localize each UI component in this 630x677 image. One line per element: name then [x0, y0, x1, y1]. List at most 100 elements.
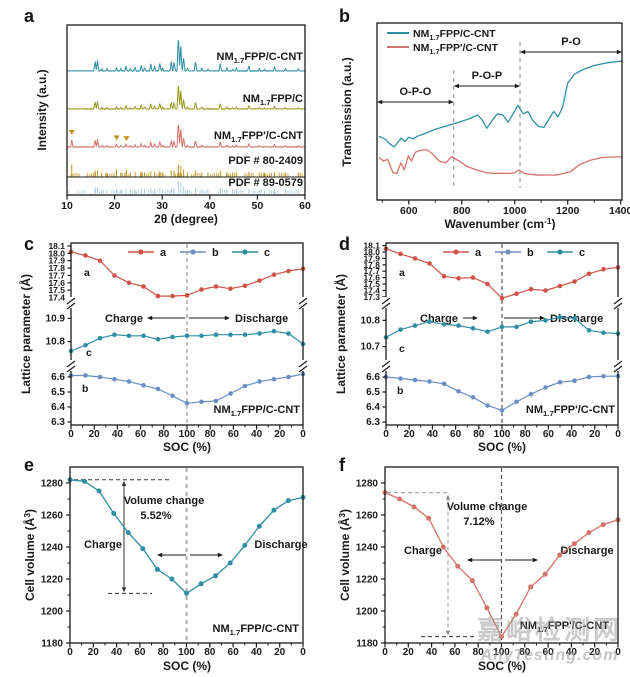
svg-text:1180: 1180 — [41, 639, 63, 650]
series-letter-c: c — [399, 343, 405, 355]
y-axis-label: Transmission (a.u.) — [340, 57, 354, 166]
svg-text:1220: 1220 — [356, 575, 379, 586]
svg-text:40: 40 — [566, 647, 578, 658]
svg-text:0: 0 — [383, 429, 389, 440]
svg-text:a: a — [160, 247, 167, 259]
volume-chart-cnt: Volume change 5.52% Charge Discharge 1180 120… — [22, 466, 308, 673]
svg-text:80: 80 — [158, 647, 170, 658]
region-P-O: P-O — [520, 36, 622, 55]
svg-text:60: 60 — [135, 429, 147, 440]
panel-letter-c: c — [24, 234, 35, 254]
x-axis-label: 2θ (degree) — [154, 212, 218, 226]
svg-text:40: 40 — [251, 647, 263, 658]
svg-text:40: 40 — [426, 647, 438, 658]
svg-text:17.8: 17.8 — [48, 263, 65, 273]
panel-c: c a b c Charge Discharge a 17.4 17.5 17.6 17.7 17.… — [0, 230, 315, 455]
panel-letter-a: a — [24, 6, 35, 26]
panel-a: a NM1.7FPP/C-CNT NM1.7FPP/C NM1.7FPP'/C-CN… — [0, 0, 315, 230]
x-axis-label: Wavenumber (cm-1) — [444, 216, 555, 230]
svg-text:60: 60 — [543, 429, 555, 440]
y-axis-label: Lattice parameter (Å) — [333, 274, 348, 394]
svg-text:1000: 1000 — [503, 205, 527, 217]
svg-text:20: 20 — [274, 429, 286, 440]
svg-text:10.8: 10.8 — [361, 315, 381, 326]
volume-chart-prime: Volume change 7.12% Charge Discharge 1180 120… — [337, 466, 621, 673]
ftir-chart: O-P-O P-O-P P-O NM1.7FPP/C-CNTNM1.7FPP'/C-C… — [340, 22, 630, 231]
xrd-chart: NM1.7FPP/C-CNT NM1.7FPP/C NM1.7FPP'/C-CNT P… — [35, 24, 311, 226]
svg-text:60: 60 — [134, 647, 146, 658]
svg-text:P-O: P-O — [561, 36, 581, 48]
legend-item-b: b — [495, 247, 534, 259]
y-axis-label: Lattice parameter (Å) — [18, 274, 33, 394]
svg-text:17.8: 17.8 — [363, 260, 380, 270]
panel-letter-d: d — [339, 234, 350, 254]
svg-text:1280: 1280 — [356, 479, 379, 490]
sample-label: NM1.7FPP/C-CNT — [213, 623, 300, 637]
svg-text:100: 100 — [178, 647, 195, 658]
svg-text:b: b — [212, 247, 219, 259]
xrd-trace-1: NM1.7FPP/C — [66, 86, 306, 110]
svg-text:100: 100 — [493, 647, 510, 658]
svg-text:80: 80 — [205, 429, 217, 440]
series-letter-a: a — [399, 267, 405, 279]
series-a: a — [68, 249, 306, 299]
svg-text:6.3: 6.3 — [366, 417, 380, 428]
svg-text:0: 0 — [67, 647, 73, 658]
series-b: b — [68, 371, 306, 406]
legend-item-c: c — [232, 247, 270, 259]
svg-text:40: 40 — [112, 429, 124, 440]
volume-series — [382, 490, 621, 640]
svg-text:1400: 1400 — [609, 205, 630, 217]
svg-text:0: 0 — [68, 429, 74, 440]
trace-label-2: NM1.7FPP'/C-CNT — [214, 130, 303, 144]
ftir-series-0: NM1.7FPP/C-CNT — [378, 28, 623, 148]
series-letter-b: b — [397, 385, 403, 397]
svg-text:0: 0 — [300, 429, 306, 440]
svg-text:20: 20 — [88, 647, 100, 658]
pdf-label-1: PDF # 89-0579 — [228, 177, 303, 189]
series-letter-c: c — [86, 347, 92, 359]
svg-text:50: 50 — [252, 200, 264, 212]
pdf-ticks-1 — [68, 181, 299, 194]
svg-text:1280: 1280 — [41, 479, 64, 490]
pdf-label-0: PDF # 80-2409 — [228, 155, 303, 167]
legend-item-c: c — [547, 247, 585, 259]
x-axis-label: SOC (%) — [478, 440, 526, 454]
svg-text:60: 60 — [449, 647, 461, 658]
svg-text:60: 60 — [228, 647, 240, 658]
svg-text:18.1: 18.1 — [363, 241, 380, 251]
svg-text:Volume change: Volume change — [124, 495, 204, 507]
svg-text:100: 100 — [494, 429, 511, 440]
svg-text:17.9: 17.9 — [48, 256, 65, 266]
svg-text:40: 40 — [566, 429, 578, 440]
trace-label-0: NM1.7FPP/C-CNT — [217, 51, 304, 65]
svg-text:17.4: 17.4 — [48, 293, 65, 303]
svg-text:7.12%: 7.12% — [463, 516, 494, 528]
panel-letter-b: b — [339, 6, 350, 26]
svg-text:20: 20 — [89, 429, 101, 440]
svg-text:P-O-P: P-O-P — [472, 70, 503, 82]
svg-text:17.4: 17.4 — [363, 285, 380, 295]
series-c: c — [68, 328, 306, 359]
svg-text:c: c — [264, 247, 270, 259]
legend-item-a: a — [128, 247, 167, 259]
svg-text:b: b — [527, 247, 534, 259]
svg-text:600: 600 — [400, 205, 418, 217]
svg-text:800: 800 — [453, 205, 471, 217]
impurity-marker-icon — [113, 135, 120, 141]
svg-text:6.5: 6.5 — [366, 387, 380, 398]
svg-text:1260: 1260 — [41, 511, 64, 522]
svg-text:80: 80 — [473, 647, 485, 658]
svg-text:10.7: 10.7 — [361, 342, 381, 353]
series-a: a — [383, 246, 621, 301]
svg-text:0: 0 — [382, 647, 388, 658]
svg-text:40: 40 — [427, 429, 439, 440]
svg-text:60: 60 — [543, 647, 555, 658]
svg-text:40: 40 — [111, 647, 123, 658]
region-P-O-P: P-O-P — [453, 70, 521, 89]
svg-text:6.4: 6.4 — [366, 402, 380, 413]
legend-item-a: a — [443, 247, 482, 259]
svg-text:10.9: 10.9 — [46, 313, 66, 324]
